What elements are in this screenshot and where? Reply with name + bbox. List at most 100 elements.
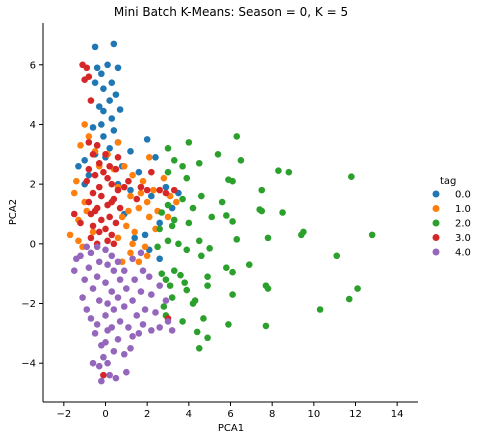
data-point xyxy=(129,171,136,179)
data-point xyxy=(143,186,151,194)
data-point xyxy=(345,295,353,303)
x-axis-ticks: −2 0 2 4 6 8 10 12 14 xyxy=(56,402,404,420)
data-point xyxy=(145,273,153,280)
chart-title: Mini Batch K-Means: Season = 0, K = 5 xyxy=(114,5,348,19)
data-point xyxy=(95,258,103,266)
data-point xyxy=(156,225,163,233)
data-point xyxy=(185,139,193,146)
data-point xyxy=(104,61,111,69)
data-point xyxy=(95,183,103,191)
data-point xyxy=(73,177,80,185)
data-point xyxy=(162,276,170,283)
data-point xyxy=(179,318,186,325)
data-point xyxy=(83,64,91,72)
data-point xyxy=(229,177,236,185)
data-point xyxy=(127,148,134,155)
data-point xyxy=(162,297,170,304)
data-point xyxy=(131,276,138,283)
legend-marker xyxy=(432,234,440,241)
data-point xyxy=(189,204,197,212)
data-point xyxy=(145,153,153,161)
data-point xyxy=(114,186,122,194)
data-point xyxy=(85,139,93,146)
data-point xyxy=(183,174,191,182)
legend-marker xyxy=(432,219,440,227)
data-point xyxy=(110,127,118,134)
data-point xyxy=(91,330,99,337)
data-point xyxy=(204,334,211,342)
data-point xyxy=(195,159,203,167)
data-point xyxy=(85,165,93,173)
data-point xyxy=(70,267,78,274)
data-point xyxy=(112,91,120,98)
data-point xyxy=(89,222,97,230)
data-point xyxy=(156,282,163,289)
data-point xyxy=(95,159,103,167)
data-point xyxy=(262,322,270,330)
data-point xyxy=(95,362,103,370)
data-point xyxy=(214,151,222,158)
data-point xyxy=(89,285,97,292)
data-point xyxy=(193,328,201,336)
data-point xyxy=(110,240,118,248)
data-point xyxy=(87,234,95,242)
y-axis-ticks: −4 −2 0 2 4 6 xyxy=(21,60,43,370)
data-point xyxy=(104,237,111,245)
data-point xyxy=(164,145,172,152)
data-point xyxy=(110,40,118,48)
data-point xyxy=(102,339,109,346)
data-point xyxy=(120,303,128,310)
data-point xyxy=(77,219,84,227)
data-point xyxy=(123,368,130,376)
x-tick-label: 6 xyxy=(227,409,233,420)
data-point xyxy=(160,303,168,310)
data-point xyxy=(114,294,122,301)
data-point xyxy=(83,177,91,185)
legend-title: tag xyxy=(440,176,456,187)
data-point xyxy=(114,139,122,146)
data-point xyxy=(106,371,113,379)
x-tick-label: 14 xyxy=(391,409,404,420)
data-point xyxy=(225,321,232,328)
data-point xyxy=(81,76,88,84)
data-point xyxy=(100,85,107,92)
data-point xyxy=(95,297,103,304)
data-point xyxy=(168,294,176,301)
data-point xyxy=(66,231,74,239)
data-point xyxy=(79,294,86,301)
data-point xyxy=(179,195,186,203)
data-point xyxy=(168,327,176,334)
data-point xyxy=(200,315,207,322)
data-point xyxy=(137,288,145,295)
data-point xyxy=(333,252,341,260)
data-point xyxy=(110,267,118,274)
data-point xyxy=(93,321,101,328)
data-point xyxy=(75,162,82,170)
data-point xyxy=(127,192,134,200)
data-point xyxy=(170,156,178,164)
data-point xyxy=(135,330,143,337)
series-4-0 xyxy=(70,243,176,385)
data-point xyxy=(152,153,159,161)
data-point xyxy=(177,271,184,279)
data-point xyxy=(116,318,124,325)
data-point xyxy=(127,344,134,352)
data-point xyxy=(156,324,163,331)
data-point xyxy=(195,237,203,245)
data-point xyxy=(170,216,178,224)
data-point xyxy=(91,43,99,51)
data-point xyxy=(106,97,113,104)
data-point xyxy=(264,234,272,242)
data-point xyxy=(91,79,99,86)
data-point xyxy=(223,212,230,219)
data-point xyxy=(166,282,174,289)
data-point xyxy=(95,228,103,236)
x-tick-label: 4 xyxy=(186,409,192,420)
points-layer xyxy=(66,40,376,385)
data-point xyxy=(108,198,116,206)
data-point xyxy=(264,285,272,292)
data-point xyxy=(100,168,107,176)
legend-label: 4.0 xyxy=(455,248,471,259)
data-point xyxy=(102,279,109,286)
data-point xyxy=(229,268,236,276)
